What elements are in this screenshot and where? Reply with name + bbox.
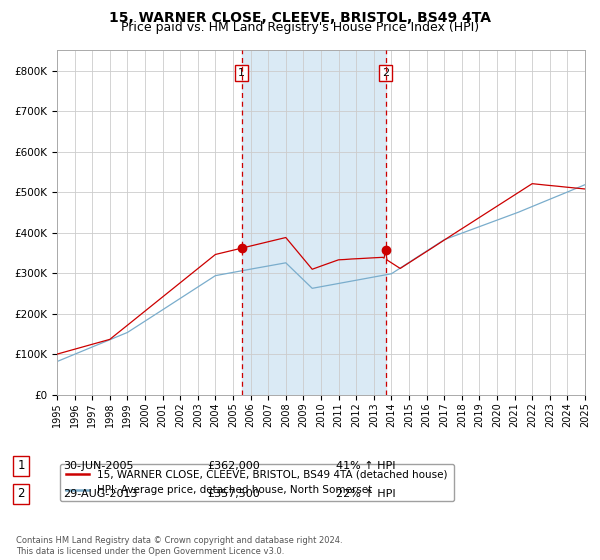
Text: Contains HM Land Registry data © Crown copyright and database right 2024.
This d: Contains HM Land Registry data © Crown c…	[16, 536, 343, 556]
Text: 30-JUN-2005: 30-JUN-2005	[63, 461, 133, 471]
Text: £362,000: £362,000	[207, 461, 260, 471]
Text: 22% ↑ HPI: 22% ↑ HPI	[336, 489, 395, 499]
Text: 1: 1	[238, 68, 245, 78]
Bar	[242, 50, 386, 395]
Text: 41% ↑ HPI: 41% ↑ HPI	[336, 461, 395, 471]
Legend: 15, WARNER CLOSE, CLEEVE, BRISTOL, BS49 4TA (detached house), HPI: Average price: 15, WARNER CLOSE, CLEEVE, BRISTOL, BS49 …	[59, 464, 454, 501]
Text: £357,500: £357,500	[207, 489, 260, 499]
Text: 2: 2	[382, 68, 389, 78]
Text: 15, WARNER CLOSE, CLEEVE, BRISTOL, BS49 4TA: 15, WARNER CLOSE, CLEEVE, BRISTOL, BS49 …	[109, 11, 491, 25]
Text: 29-AUG-2013: 29-AUG-2013	[63, 489, 137, 499]
Text: Price paid vs. HM Land Registry's House Price Index (HPI): Price paid vs. HM Land Registry's House …	[121, 21, 479, 34]
Text: 1: 1	[17, 459, 25, 473]
Text: 2: 2	[17, 487, 25, 501]
